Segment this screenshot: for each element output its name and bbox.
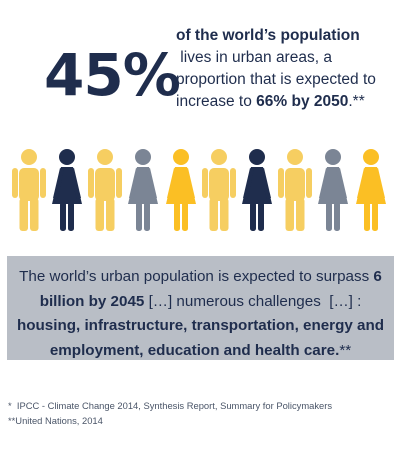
woman-icon: [242, 149, 272, 231]
man-icon: [278, 149, 312, 231]
woman-icon: [318, 149, 348, 231]
callout-line-2-text: […] numerous challenges […] :: [144, 292, 362, 310]
stat-line-3: proportion that is expected to: [176, 71, 376, 88]
footnote-un: **United Nations, 2014: [8, 414, 103, 426]
stat-line-4-suffix: .**: [348, 93, 365, 110]
man-icon: [12, 149, 46, 231]
big-percentage: 45%: [44, 41, 181, 109]
woman-icon: [356, 149, 386, 231]
stat-line-4: increase to 66% by 2050.**: [176, 91, 391, 113]
footnote-ipcc: * IPCC - Climate Change 2014, Synthesis …: [8, 400, 333, 411]
callout-line-4-bold: employment, education and health care.: [49, 341, 340, 359]
woman-icon: [128, 149, 158, 231]
footnotes: * IPCC - Climate Change 2014, Synthesis …: [8, 399, 393, 428]
urban-growth-callout: The world’s urban population is expected…: [7, 256, 394, 360]
callout-line-2: billion by 2045 […] numerous challenges …: [13, 290, 388, 315]
callout-line-1: The world’s urban population is expected…: [13, 265, 388, 290]
stat-description: of the world’s population lives in urban…: [176, 25, 391, 113]
callout-line-1-text: The world’s urban population is expected…: [19, 268, 374, 285]
woman-icon: [166, 149, 196, 231]
callout-line-3: housing, infrastructure, transportation,…: [16, 317, 385, 334]
stat-projection-highlight: 66% by 2050: [256, 93, 349, 110]
man-icon: [202, 149, 236, 231]
stat-line-2: lives in urban areas, a: [176, 49, 332, 66]
urban-population-stat: 45% of the world’s population lives in u…: [0, 0, 400, 140]
callout-line-1-bold: 6: [373, 268, 382, 285]
callout-line-4: employment, education and health care.**: [13, 339, 388, 364]
people-icons-row: [10, 148, 390, 232]
man-icon: [88, 149, 122, 231]
callout-line-2-bold: billion by 2045: [39, 292, 145, 310]
woman-icon: [52, 149, 82, 231]
callout-line-4-suffix: **: [339, 341, 352, 359]
people-figures: [12, 149, 386, 231]
stat-line-1: of the world’s population: [176, 27, 360, 44]
stat-line-4-prefix: increase to: [176, 93, 257, 110]
